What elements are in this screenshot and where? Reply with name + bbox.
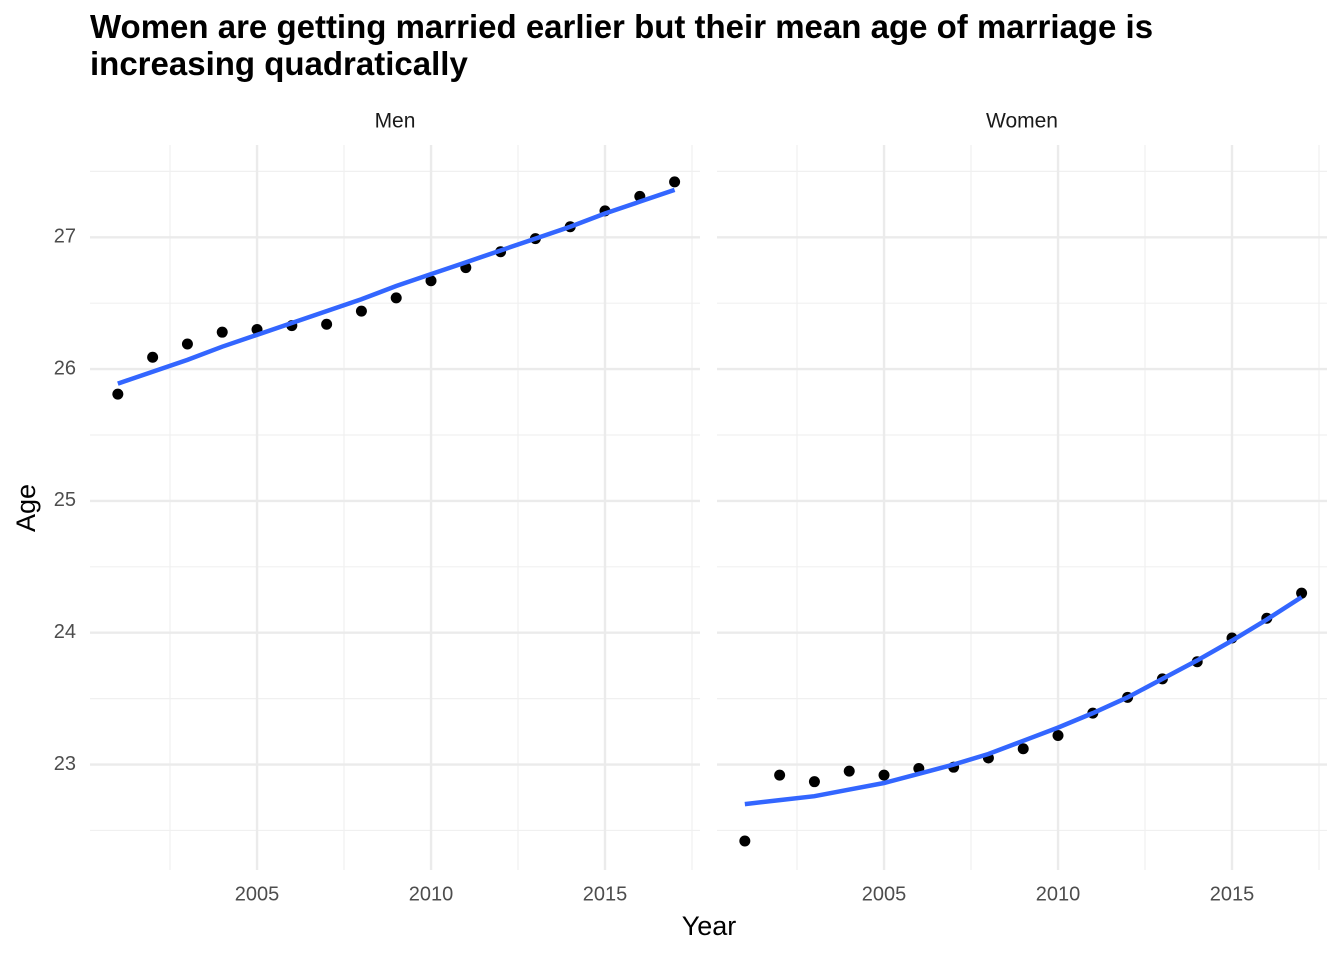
point bbox=[390, 292, 402, 304]
point bbox=[739, 835, 751, 847]
point bbox=[1052, 730, 1064, 742]
fit-line bbox=[744, 595, 1303, 807]
x-tick-label: 2005 bbox=[235, 883, 280, 905]
x-tick-label: 2005 bbox=[862, 883, 907, 905]
point bbox=[216, 326, 228, 338]
point bbox=[878, 769, 890, 781]
point bbox=[669, 176, 681, 188]
y-tick-label: 23 bbox=[54, 753, 76, 775]
x-tick-label: 2015 bbox=[1210, 883, 1255, 905]
facet-label: Men bbox=[375, 110, 416, 133]
point bbox=[112, 388, 124, 400]
point bbox=[1296, 587, 1308, 599]
fit-line bbox=[117, 187, 676, 386]
point bbox=[774, 769, 786, 781]
point bbox=[425, 275, 437, 287]
point bbox=[843, 765, 855, 777]
y-tick-label: 26 bbox=[54, 357, 76, 379]
facet-label: Women bbox=[986, 110, 1058, 133]
point bbox=[181, 338, 193, 350]
y-axis-title: Age bbox=[11, 484, 41, 532]
point bbox=[355, 305, 367, 317]
chart-title: Women are getting married earlier but th… bbox=[90, 8, 1154, 82]
point bbox=[808, 776, 820, 788]
y-tick-label: 24 bbox=[54, 621, 76, 643]
point bbox=[147, 351, 159, 363]
point bbox=[321, 318, 333, 330]
x-tick-label: 2010 bbox=[1036, 883, 1081, 905]
x-axis-title: Year bbox=[682, 911, 737, 941]
y-tick-label: 25 bbox=[54, 489, 76, 511]
point bbox=[1017, 743, 1029, 755]
x-tick-label: 2015 bbox=[583, 883, 628, 905]
x-tick-label: 2010 bbox=[409, 883, 454, 905]
y-tick-label: 27 bbox=[54, 226, 76, 248]
